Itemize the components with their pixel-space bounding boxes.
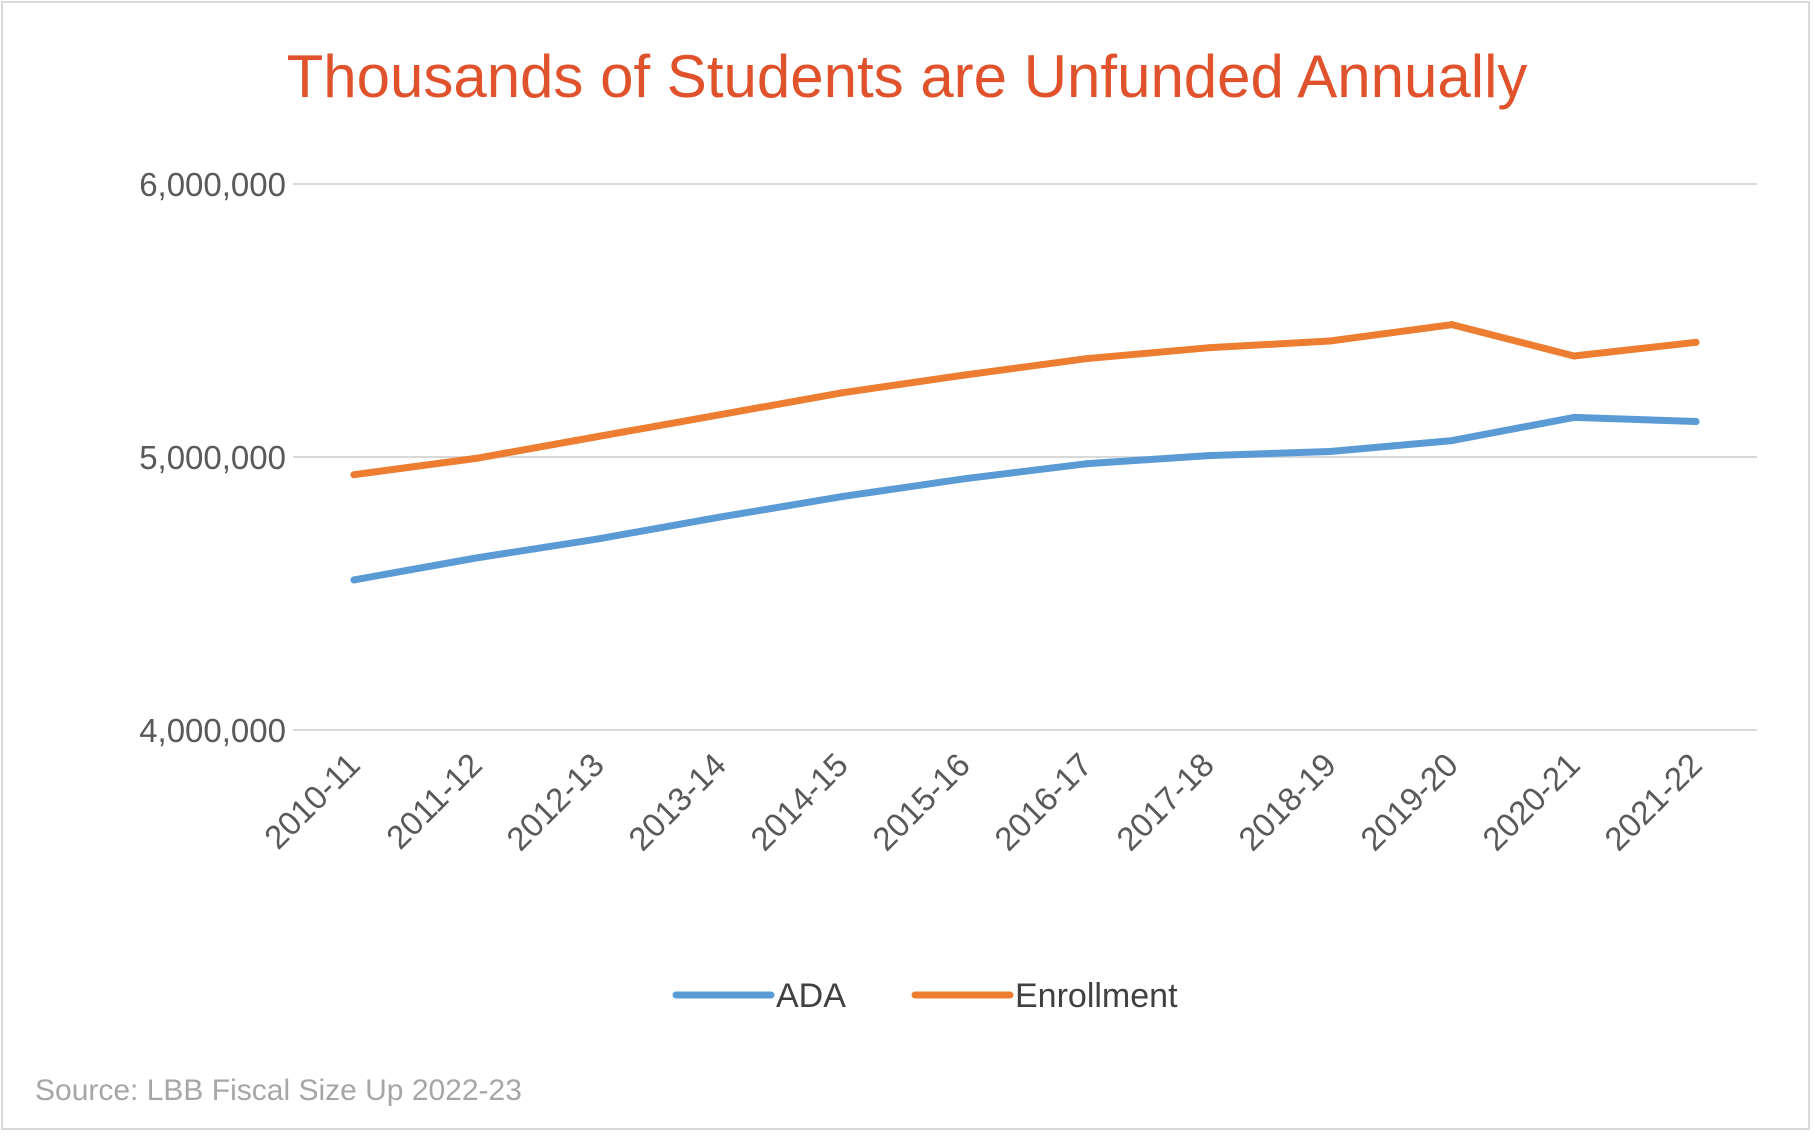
chart-title: Thousands of Students are Unfunded Annua…: [287, 43, 1528, 110]
x-axis: 2010-11 2011-12 2012-13 2013-14 2014-15 2015-…: [257, 746, 1709, 858]
data-point-enrollment: [838, 389, 846, 397]
data-point-enrollment: [1082, 355, 1090, 363]
source-note: Source: LBB Fiscal Size Up 2022-23: [35, 1074, 522, 1107]
data-point-ada: [472, 554, 480, 562]
y-axis: 4,000,000 5,000,000 6,000,000: [139, 166, 286, 749]
data-point-enrollment: [960, 371, 968, 379]
data-point-enrollment: [472, 454, 480, 462]
x-tick-label: 2018-19: [1231, 746, 1343, 858]
series-line-enrollment: [350, 321, 1700, 479]
series-line-ada: [350, 413, 1700, 584]
data-point-ada: [1570, 413, 1578, 421]
data-point-enrollment: [1448, 321, 1456, 329]
data-point-enrollment: [1326, 337, 1334, 345]
x-tick-label: 2011-12: [379, 746, 489, 856]
x-tick-label: 2016-17: [987, 746, 1099, 858]
data-point-enrollment: [1570, 352, 1578, 360]
y-tick-label: 4,000,000: [139, 712, 286, 749]
x-tick-label: 2012-13: [499, 746, 611, 858]
gridlines: [293, 183, 1757, 731]
series-lines: [350, 321, 1700, 584]
x-tick-label: 2020-21: [1475, 746, 1587, 858]
x-tick-label: 2015-16: [865, 746, 977, 858]
x-tick-label: 2014-15: [743, 746, 855, 858]
y-tick-label: 6,000,000: [139, 166, 286, 203]
data-point-ada: [1204, 452, 1212, 460]
data-point-ada: [1692, 418, 1700, 426]
data-point-ada: [1448, 437, 1456, 445]
legend: ADA Enrollment: [672, 977, 1178, 1015]
legend-label-ada: ADA: [776, 977, 846, 1015]
data-point-ada: [1326, 448, 1334, 456]
x-tick-label: 2021-22: [1597, 746, 1709, 858]
x-tick-label: 2010-11: [257, 746, 367, 856]
data-point-enrollment: [1692, 338, 1700, 346]
data-point-enrollment: [1204, 344, 1212, 352]
x-tick-label: 2013-14: [621, 746, 733, 858]
data-point-ada: [838, 493, 846, 501]
data-point-enrollment: [350, 471, 358, 479]
data-point-enrollment: [594, 433, 602, 441]
x-tick-label: 2019-20: [1353, 746, 1465, 858]
y-tick-label: 5,000,000: [139, 439, 286, 476]
legend-label-enrollment: Enrollment: [1015, 977, 1178, 1015]
data-point-enrollment: [716, 411, 724, 419]
data-point-ada: [716, 513, 724, 521]
x-tick-label: 2017-18: [1109, 746, 1221, 858]
data-point-ada: [1082, 460, 1090, 468]
data-point-ada: [594, 535, 602, 543]
data-point-ada: [350, 576, 358, 584]
data-point-ada: [960, 475, 968, 483]
